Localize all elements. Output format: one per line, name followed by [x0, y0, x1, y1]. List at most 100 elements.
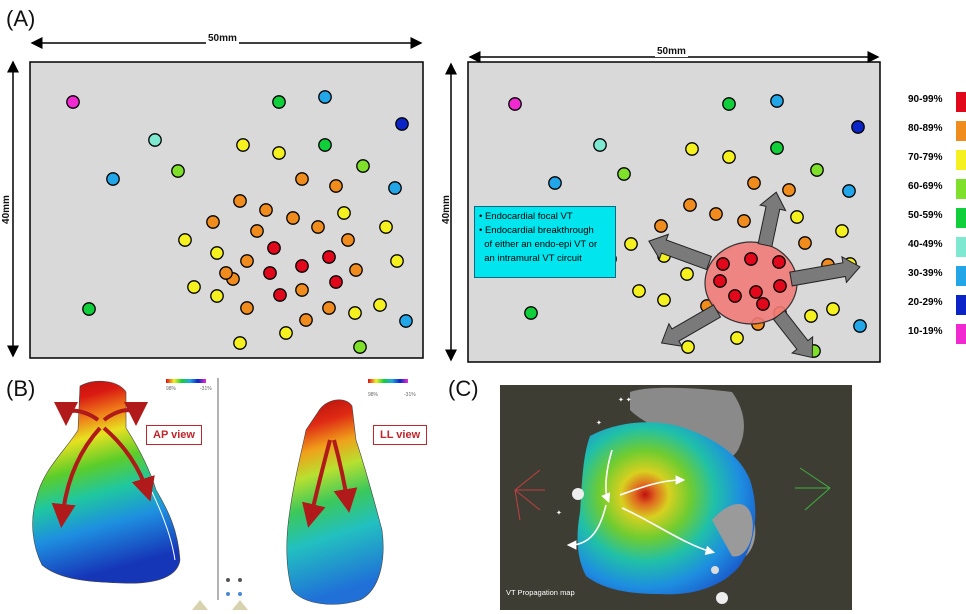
- electrode-dot: [273, 288, 287, 302]
- electrode-dot: [772, 255, 786, 269]
- svg-text:✦: ✦: [596, 419, 602, 427]
- electrode-dot: [373, 298, 387, 312]
- legend-item-swatch: [956, 324, 966, 344]
- spread-arrow: [757, 191, 787, 248]
- electrode-dot: [713, 274, 727, 288]
- electrode-dot: [82, 302, 96, 316]
- ll-propagation-arrow-right: [332, 439, 358, 513]
- electrode-dot: [842, 184, 856, 198]
- spread-arrow: [772, 309, 814, 359]
- electrode-dot: [329, 275, 343, 289]
- electrode-dot: [654, 219, 668, 233]
- height-label-right: 40mm: [440, 195, 452, 224]
- electrode-dot: [240, 254, 254, 268]
- electrode-dot: [337, 206, 351, 220]
- electrode-dot: [548, 176, 562, 190]
- electrode-dot: [798, 236, 812, 250]
- electrode-dot: [353, 340, 367, 354]
- electrode-dot: [749, 285, 763, 299]
- electrode-dot: [853, 319, 867, 333]
- electrode-dot: [272, 146, 286, 160]
- electrode-dot: [267, 241, 281, 255]
- electrode-dot: [206, 215, 220, 229]
- spread-arrow: [648, 233, 713, 271]
- spread-arrow: [789, 255, 861, 287]
- panel-a-label: (A): [6, 6, 36, 31]
- electrode-dot: [106, 172, 120, 186]
- electrode-dot: [681, 340, 695, 354]
- legend-item: 80-89%: [908, 121, 966, 141]
- electrode-dot: [178, 233, 192, 247]
- electrode-dot: [272, 95, 286, 109]
- legend-item-swatch: [956, 295, 966, 315]
- callout-line-1: • Endocardial focal VT: [479, 211, 573, 222]
- electrode-dot: [851, 120, 865, 134]
- electrode-dot: [295, 259, 309, 273]
- electrode-dot: [747, 176, 761, 190]
- electrode-dot: [171, 164, 185, 178]
- electrode-dot: [683, 198, 697, 212]
- electrode-dot: [730, 331, 744, 345]
- mini-orientation-glyphs: [192, 578, 248, 610]
- electrode-dot: [524, 306, 538, 320]
- electrode-dot: [716, 257, 730, 271]
- electrode-dot: [210, 289, 224, 303]
- legend-item: 60-69%: [908, 179, 966, 199]
- legend-item-label: 40-49%: [908, 239, 943, 250]
- legend-item: 50-59%: [908, 208, 966, 228]
- legend-item-label: 70-79%: [908, 152, 943, 163]
- electrode-dots-left: [66, 90, 413, 354]
- legend-item-swatch: [956, 150, 966, 170]
- electrode-dot: [790, 210, 804, 224]
- propagation-map-caption: VT Propagation map: [506, 588, 575, 597]
- electrode-dot: [826, 302, 840, 316]
- ll-color-scale: [368, 379, 408, 383]
- legend-item-label: 30-39%: [908, 268, 943, 279]
- electrode-dot: [187, 280, 201, 294]
- legend-item: 10-19%: [908, 324, 966, 344]
- ap-scale-min: -31%: [200, 386, 212, 392]
- electrode-dot: [722, 150, 736, 164]
- legend-item-label: 50-59%: [908, 210, 943, 221]
- electrode-dot: [66, 95, 80, 109]
- electrode-dot: [279, 326, 293, 340]
- legend-item-swatch: [956, 208, 966, 228]
- electrode-dot: [295, 172, 309, 186]
- legend-item-label: 20-29%: [908, 297, 943, 308]
- electrode-dot: [318, 90, 332, 104]
- ap-view-map: [32, 380, 181, 584]
- electrode-dot: [810, 163, 824, 177]
- ap-scale-max: 98%: [166, 386, 177, 392]
- electrode-dot: [508, 97, 522, 111]
- legend-item-label: 90-99%: [908, 94, 943, 105]
- electrode-dot: [390, 254, 404, 268]
- white-stim-markers: ✦ ✦ ✦ ✦: [556, 396, 728, 604]
- electrode-dot: [250, 224, 264, 238]
- legend-item: 40-49%: [908, 237, 966, 257]
- electrode-dot: [388, 181, 402, 195]
- width-label-left: 50mm: [206, 33, 239, 44]
- legend-item: 70-79%: [908, 150, 966, 170]
- white-propagation-arrows: [566, 449, 716, 556]
- electrode-dot: [835, 224, 849, 238]
- focal-electrode-dots: [713, 252, 787, 311]
- electrode-dot: [624, 237, 638, 251]
- electrode-dot: [236, 138, 250, 152]
- height-label-left: 40mm: [0, 195, 12, 224]
- svg-text:✦: ✦: [556, 509, 562, 517]
- electrode-dot: [685, 142, 699, 156]
- ll-propagation-arrow-left: [302, 439, 332, 528]
- mechanism-callout: • Endocardial focal VT • Endocardial bre…: [474, 206, 616, 278]
- electrode-dot: [233, 194, 247, 208]
- legend-item-swatch: [956, 179, 966, 199]
- legend-item-swatch: [956, 266, 966, 286]
- electrode-dot: [399, 314, 413, 328]
- panel-c-label: (C): [448, 376, 479, 401]
- electrode-dot: [804, 309, 818, 323]
- electrode-dot: [728, 289, 742, 303]
- electrode-dot: [722, 97, 736, 111]
- panel-b-label: (B): [6, 376, 36, 401]
- electrode-dot: [322, 301, 336, 315]
- red-orientation-glyph: [514, 469, 545, 521]
